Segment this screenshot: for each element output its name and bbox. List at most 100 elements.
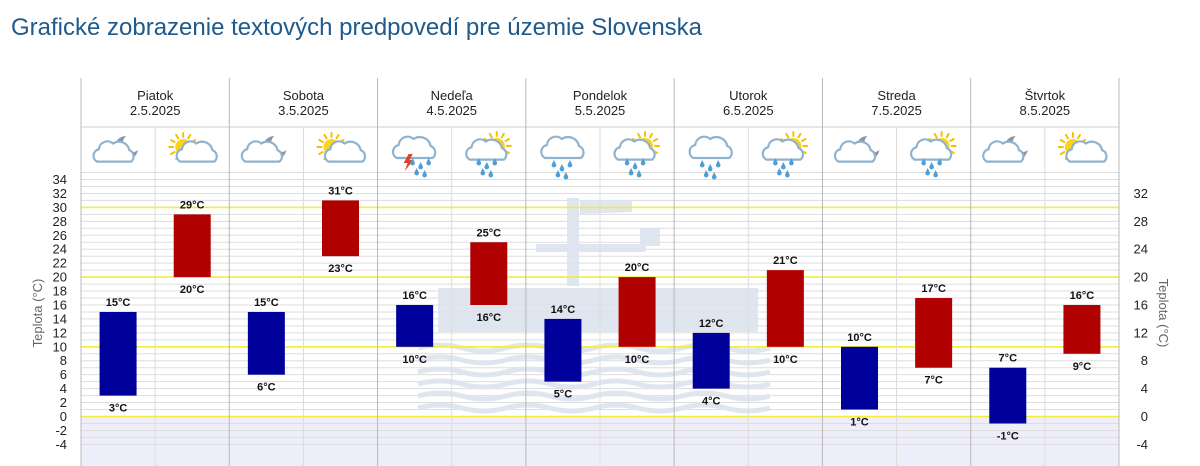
sun-cloud-icon [1057, 132, 1108, 163]
night-temperature-bar [99, 311, 137, 396]
night-max-label: 12°C [699, 318, 724, 330]
rain-drop [715, 160, 721, 168]
cloud-moon-icon [92, 136, 139, 163]
sun-ray [187, 133, 192, 140]
rain-drop [484, 162, 490, 170]
day-max-label: 20°C [625, 262, 650, 274]
y-tick-label: 16 [53, 297, 67, 312]
sun-rain-icon [910, 131, 957, 178]
day-min-label: 20°C [180, 284, 205, 296]
watermark-box [640, 228, 660, 246]
y-tick-label: 6 [60, 367, 67, 382]
watermark-wave [417, 402, 771, 414]
day-temperature-bar [470, 242, 508, 305]
rain-drop [781, 162, 786, 170]
y-tick-label: 0 [1141, 409, 1148, 424]
rain-drop [632, 162, 638, 170]
rain-drop [640, 158, 646, 166]
day-name: Piatok [137, 88, 174, 103]
night-max-label: 15°C [106, 297, 131, 309]
night-min-label: 6°C [257, 382, 276, 394]
night-temperature-bar [841, 346, 878, 410]
page-title: Grafické zobrazenie textových predpovedí… [11, 14, 703, 41]
sun-rain-icon [465, 131, 512, 178]
sun-ray [933, 132, 938, 139]
day-temperature-bar [766, 270, 804, 347]
y-tick-label: 30 [53, 200, 67, 215]
sun-ray [488, 132, 493, 139]
y-tick-label: 32 [53, 186, 67, 201]
night-temperature-bar [396, 304, 434, 347]
rain-drop [418, 162, 423, 170]
day-min-label: 7°C [924, 375, 943, 387]
cloud-moon-icon [833, 136, 880, 163]
watermark-mast [567, 198, 579, 286]
sun-ray [797, 132, 802, 139]
rain-drop [555, 170, 561, 178]
sun-ray [175, 133, 180, 140]
night-max-label: 16°C [402, 290, 427, 302]
rain-drop [488, 170, 494, 178]
sun-ray [949, 138, 955, 142]
y-tick-label: 0 [60, 409, 67, 424]
rain-drop [921, 158, 926, 166]
rain-cloud-icon [688, 135, 733, 180]
y-tick-label: 8 [60, 353, 67, 368]
y-tick-label: 12 [1134, 325, 1148, 340]
rain-drop [785, 170, 790, 178]
day-min-label: 10°C [773, 354, 798, 366]
day-temperature-bar [1063, 304, 1101, 354]
night-temperature-bar [544, 318, 582, 382]
rain-drop [559, 164, 565, 172]
day-name: Sobota [283, 88, 325, 103]
rain-drop [925, 168, 930, 176]
cloud-shape [391, 135, 437, 160]
y-tick-label: 20 [1134, 270, 1148, 285]
rain-drop [699, 160, 705, 168]
rain-drop [773, 158, 778, 166]
sun-ray [785, 132, 790, 139]
y-tick-label: 10 [53, 339, 67, 354]
cloud-shape [613, 138, 656, 161]
rain-drop [426, 158, 431, 166]
cloud-shape [982, 140, 1025, 163]
day-temperature-bar [618, 277, 656, 347]
rain-drop [777, 168, 782, 176]
y-tick-label: -2 [55, 423, 67, 438]
night-temperature-bar [989, 367, 1027, 424]
rain-drop [567, 160, 573, 168]
sun-ray [1059, 139, 1066, 143]
day-min-label: 16°C [476, 312, 501, 324]
y-tick-label: 16 [1134, 297, 1148, 312]
day-name: Streda [877, 88, 916, 103]
y-tick-label: 4 [1141, 381, 1148, 396]
night-max-label: 15°C [254, 297, 279, 309]
day-max-label: 31°C [328, 185, 353, 197]
sun-ray [504, 138, 510, 142]
y-tick-label: 28 [53, 214, 67, 229]
sun-ray [945, 132, 950, 139]
cloud-shape [175, 140, 218, 163]
day-temperature-bar [322, 200, 359, 257]
day-date: 3.5.2025 [278, 103, 329, 118]
y-tick-label: 4 [60, 381, 67, 396]
day-temperature-bar [915, 298, 953, 368]
sun-ray [801, 138, 807, 142]
sun-ray [170, 151, 176, 155]
sun-ray [1076, 133, 1081, 140]
rain-drop [422, 170, 427, 178]
y-tick-label: 8 [1141, 353, 1148, 368]
night-min-label: 5°C [554, 389, 573, 401]
rain-drop [628, 168, 634, 176]
sun-ray [318, 151, 324, 155]
night-min-label: 4°C [702, 396, 721, 408]
night-min-label: -1°C [997, 430, 1019, 442]
night-temperature-bar [247, 311, 285, 375]
rain-drop [937, 158, 942, 166]
day-name: Nedeľa [431, 88, 474, 103]
rain-drop [707, 164, 713, 172]
sun-ray [335, 133, 340, 140]
rain-drop [492, 158, 498, 166]
